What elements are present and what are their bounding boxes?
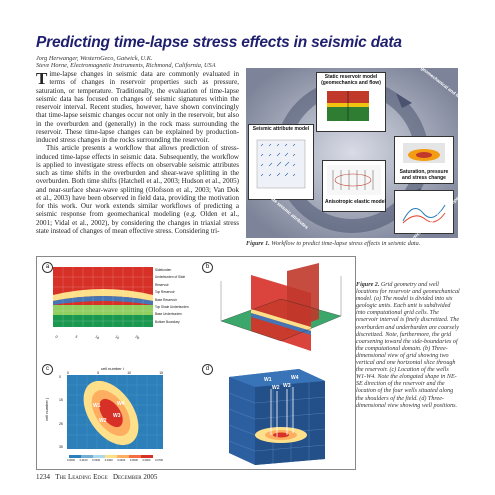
colorbar-tick: 0.0500 <box>129 459 138 462</box>
panel-a-xticks: 0 5 10 15 20 <box>54 335 140 341</box>
page-number: 1234 <box>36 473 50 481</box>
panel-d: W1 W2 W3 W4 d <box>201 363 351 467</box>
issue-date: December 2005 <box>112 473 158 481</box>
layer-label: Base Reservoir <box>155 297 177 302</box>
static-reservoir-box: Static reservoir model (geomechanics and… <box>316 72 386 132</box>
svg-text:20: 20 <box>134 335 140 341</box>
colorbar-tick: 0.0600 <box>142 459 151 462</box>
saturation-label: Saturation, pressure and stress change <box>399 169 449 181</box>
author-line-2: Steve Horne, Electromagnetic Instruments… <box>36 62 216 69</box>
layer-label: Sideburden <box>155 268 172 272</box>
layer-label: Top Shale Underburden <box>155 305 189 310</box>
well-marker-w2: W2 <box>99 418 107 424</box>
panel-c-yticks: 0 15 25 35 <box>59 375 63 449</box>
anisotropic-label: Anisotropic elastic model <box>325 199 386 205</box>
panel-c: cell number i cell number j 0 5 10 15 0 … <box>41 363 191 467</box>
panel-d-3d-view <box>228 369 326 465</box>
colorbar <box>69 455 153 458</box>
panel-a-grid: 0 5 10 15 20 <box>53 267 153 341</box>
static-model-graphic <box>327 91 369 121</box>
panel-b: b <box>201 261 351 361</box>
colorbar-tick: 0.0400 <box>117 459 126 462</box>
svg-text:10: 10 <box>94 335 100 341</box>
panel-a-layer-legend: Sideburden Underburden of Slide Reservoi… <box>155 267 191 326</box>
author-line-1: Jorg Herwanger, WesternGeco, Gatwick, U.… <box>36 55 153 62</box>
colorbar-tick: 0.0700 <box>155 459 163 462</box>
well-marker-w1: W1 <box>93 403 101 409</box>
colorbar-tick: 0.0200 <box>92 459 101 462</box>
journal-name: The Leading Edge <box>55 473 108 481</box>
panel-c-ylabel: cell number j <box>43 398 49 421</box>
layer-label: Bottom Boundary <box>155 319 180 324</box>
figure-1-caption-label: Figure 1. <box>246 240 270 247</box>
panel-c-xticks: 0 5 10 15 <box>67 371 163 375</box>
colorbar-labels: 0.0000 0.0100 0.0200 0.0300 0.0400 0.050… <box>67 459 163 462</box>
attribute-label: Seismic attribute model <box>252 126 310 132</box>
well-marker-w4: W4 <box>291 375 299 381</box>
xtick: 15 <box>159 371 163 375</box>
article-title: Predicting time-lapse stress effects in … <box>36 34 402 51</box>
colorbar-tick: 0.0100 <box>79 459 88 462</box>
paragraph-2: This article presents a workflow that al… <box>36 144 239 235</box>
attribute-graphic <box>256 139 306 189</box>
drop-cap: T <box>36 69 48 88</box>
figure-2: 0 5 10 15 20 Sideburden Underburden of S… <box>36 256 356 470</box>
colorbar-tick: 0.0300 <box>104 459 113 462</box>
panel-a-label: a <box>42 262 53 273</box>
colorbar-tick: 0.0000 <box>67 459 75 462</box>
svg-text:15: 15 <box>114 335 120 341</box>
figure-2-caption-label: Figure 2. <box>356 282 380 288</box>
well-marker-w3: W3 <box>113 413 121 419</box>
saturation-box: Saturation, pressure and stress change <box>394 136 454 184</box>
panel-b-3d-grid <box>220 263 342 351</box>
figure-1-caption: Figure 1. Workflow to predict time-lapse… <box>246 240 460 247</box>
layer-label: Base Underburden <box>155 312 182 317</box>
anisotropic-box: Anisotropic elastic model <box>322 160 386 212</box>
panel-c-label: c <box>42 364 53 375</box>
elastic-results-graphic <box>399 195 449 227</box>
xtick: 5 <box>97 371 99 375</box>
layer-label: Underburden of Slide <box>155 275 186 280</box>
panel-c-xlabel: cell number i <box>101 366 124 371</box>
static-reservoir-label: Static reservoir model (geomechanics and… <box>321 74 381 86</box>
elastic-results-box <box>394 190 454 234</box>
figure-2-caption-text: Grid geometry and well locations for res… <box>356 282 460 409</box>
layer-label: Top Reservoir <box>155 290 175 295</box>
ytick: 15 <box>59 398 63 403</box>
panel-d-label: d <box>202 364 213 375</box>
well-marker-w2: W2 <box>272 385 280 391</box>
ytick: 35 <box>59 444 63 449</box>
xtick: 0 <box>67 371 69 375</box>
saturation-graphic <box>403 143 445 163</box>
xtick: 10 <box>127 371 131 375</box>
figure-2-caption: Figure 2. Grid geometry and well locatio… <box>356 282 460 410</box>
paragraph-1-text: ime-lapse changes in seismic data are co… <box>36 70 239 144</box>
anisotropic-graphic <box>327 165 381 195</box>
svg-text:0: 0 <box>54 335 58 339</box>
svg-text:5: 5 <box>74 335 78 339</box>
layer-label: Reservoir <box>155 282 169 287</box>
figure-1-caption-text: Workflow to predict time-lapse stress ef… <box>271 240 421 247</box>
attribute-box: Seismic attribute model <box>248 124 314 200</box>
ytick: 0 <box>59 375 61 379</box>
well-marker-w4: W4 <box>117 401 125 407</box>
well-marker-w3: W3 <box>283 383 291 389</box>
page-footer: 1234 The Leading Edge December 2005 <box>36 473 157 481</box>
panel-b-label: b <box>202 262 213 273</box>
ytick: 25 <box>59 421 63 426</box>
figure-1-workflow: Static reservoir model (geomechanics and… <box>246 68 458 238</box>
well-marker-w1: W1 <box>264 377 272 383</box>
panel-a: 0 5 10 15 20 Sideburden Underburden of S… <box>41 261 191 361</box>
panel-c-map <box>67 375 163 458</box>
